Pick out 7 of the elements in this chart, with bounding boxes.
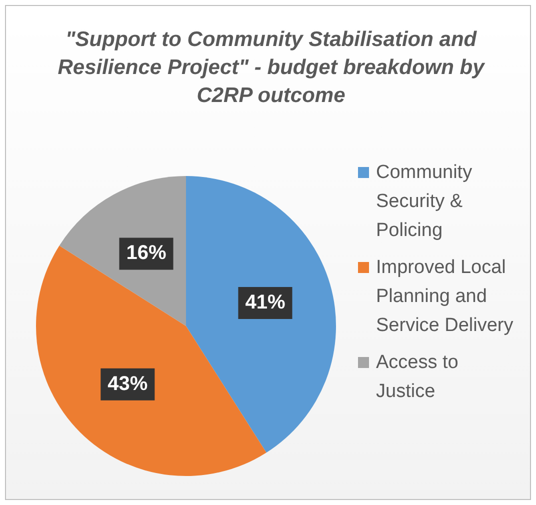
chart-title: "Support to Community Stabilisation and Resilience Project" - budget breakdown by C2RP outcome — [56, 27, 486, 109]
legend-label: Access to Justice — [376, 352, 458, 402]
legend-label: Community Security & Policing — [376, 162, 472, 241]
legend-label: Improved Local Planning and Service Delivery — [376, 257, 514, 336]
data-label: 43% — [108, 372, 148, 395]
data-label: 16% — [126, 242, 166, 264]
data-label: 41% — [245, 292, 286, 314]
